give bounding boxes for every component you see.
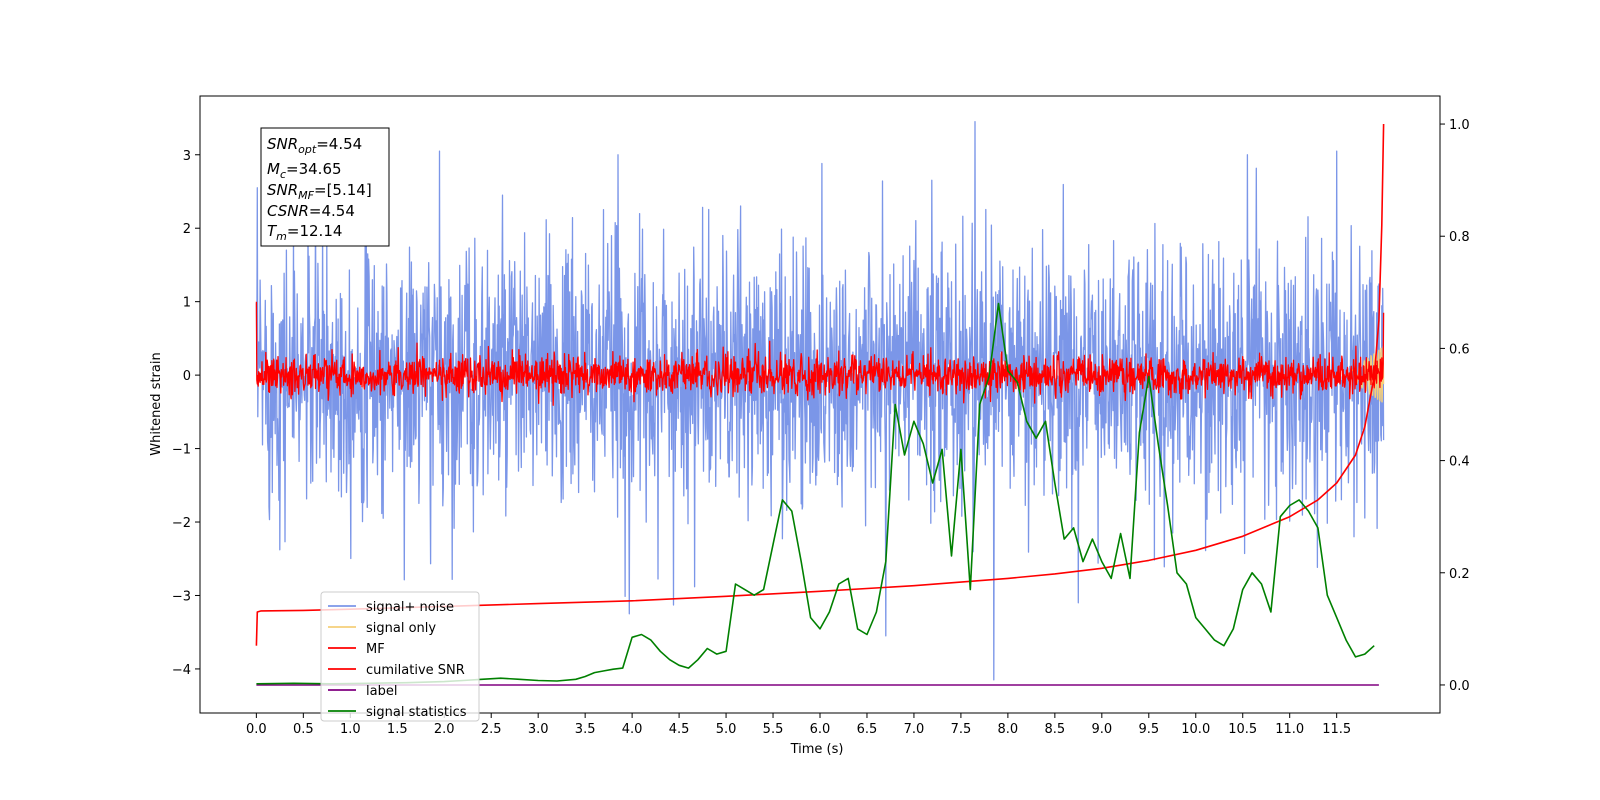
x-tick-label: 0.5 [293,722,314,737]
x-tick-label: 1.0 [340,722,361,737]
y-right-tick-label: 0.0 [1449,679,1470,694]
y-left-tick-label: 1 [183,296,191,311]
info-mc-value: =34.65 [286,160,342,178]
y-right-tick-label: 0.6 [1449,342,1470,357]
x-tick-label: 7.5 [951,722,972,737]
x-tick-label: 11.0 [1275,722,1304,737]
info-csnr: CSNR=4.54 [267,202,355,220]
y-left-tick-label: 3 [183,149,191,164]
y-axis-title: Whitened strain [149,352,164,455]
y-right-tick-label: 0.8 [1449,230,1470,245]
info-csnr-base: CSNR [267,202,309,220]
y-left-tick-label: −4 [172,663,191,678]
legend-label-signal-noise: signal+ noise [366,600,454,615]
x-tick-label: 9.5 [1138,722,1159,737]
legend-frame [320,591,480,722]
y-right-tick-label: 0.2 [1449,567,1470,582]
series-mf [255,301,1385,406]
info-snr-mf-base: SNR [267,181,298,199]
info-snr-mf: SNRMF=[5.14] [267,181,372,202]
y-left-tick-label: 2 [183,222,191,237]
x-tick-label: 2.0 [434,722,455,737]
x-axis: 0.0 0.5 1.0 1.5 2.0 2.5 3.0 3.5 4.0 4.5 5.0 5.5 6.0 6… [246,713,1351,737]
info-snr-opt-sub: opt [298,143,317,156]
x-tick-label: 10.5 [1228,722,1257,737]
info-snr-opt: SNRopt=4.54 [267,135,362,156]
x-tick-label: 1.5 [387,722,408,737]
info-snr-mf-sub: MF [298,189,314,202]
series-signal-statistics [256,302,1375,685]
y-right-tick-label: 0.4 [1449,455,1470,470]
x-tick-label: 10.0 [1181,722,1210,737]
x-tick-label: 6.0 [810,722,831,737]
x-tick-label: 3.0 [528,722,549,737]
y-left-tick-label: −2 [172,516,191,531]
info-snr-opt-base: SNR [267,135,298,153]
info-box: SNRopt=4.54 Mc=34.65 SNRMF=[5.14] CSNR=4… [260,127,390,247]
info-mc-base: M [267,160,280,178]
info-tm-base: T [267,222,278,240]
x-tick-label: 7.0 [904,722,925,737]
info-mc-sub: c [280,168,286,181]
info-csnr-value: =4.54 [309,202,355,220]
x-tick-label: 8.0 [998,722,1019,737]
x-axis-title: Time (s) [790,742,844,757]
legend-entries: signal+ noise signal only MF cumilative SNR… [328,600,467,720]
info-tm-sub: m [276,230,287,243]
x-tick-label: 6.5 [857,722,878,737]
x-tick-label: 3.5 [575,722,596,737]
info-box-frame [260,127,390,247]
info-tm: Tm=12.14 [267,222,342,243]
legend-label-signal-statistics: signal statistics [366,705,467,720]
y-left-tick-label: −3 [172,589,191,604]
x-tick-label: 5.5 [763,722,784,737]
x-tick-label: 0.0 [246,722,267,737]
legend-label-mf: MF [366,642,385,657]
info-mc: Mc=34.65 [267,160,342,181]
legend-label-signal-only: signal only [366,621,436,636]
x-tick-label: 4.5 [669,722,690,737]
x-tick-label: 2.5 [481,722,502,737]
y-axis-right: 0.0 0.2 0.4 0.6 0.8 1.0 [1440,118,1470,694]
x-tick-label: 11.5 [1322,722,1351,737]
x-tick-label: 8.5 [1045,722,1066,737]
legend-label-cumilative-snr: cumilative SNR [366,663,465,678]
info-snr-opt-value: =4.54 [316,135,362,153]
info-snr-mf-value: =[5.14] [314,181,372,199]
series-signal-only [1346,346,1385,403]
x-tick-label: 5.0 [716,722,737,737]
x-tick-label: 4.0 [622,722,643,737]
y-axis-left: −4 −3 −2 −1 0 1 2 3 [172,149,200,678]
y-right-tick-label: 1.0 [1449,118,1470,133]
x-tick-label: 9.0 [1091,722,1112,737]
y-left-tick-label: −1 [172,443,191,458]
legend: signal+ noise signal only MF cumilative SNR… [320,591,480,722]
legend-label-label: label [366,684,397,699]
info-tm-value: =12.14 [287,222,343,240]
y-left-tick-label: 0 [183,369,191,384]
